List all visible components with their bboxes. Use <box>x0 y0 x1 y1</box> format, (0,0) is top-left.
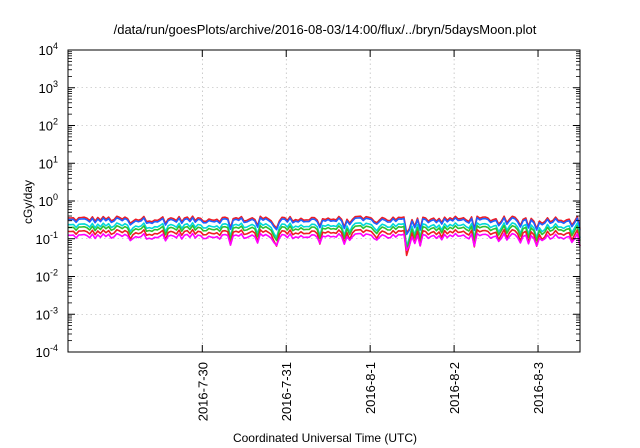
gridlines <box>68 49 580 353</box>
y-tick-label: 10-1 <box>36 230 58 247</box>
y-axis-label: cGy/day <box>21 180 35 224</box>
y-tick-exponent: -3 <box>50 305 58 315</box>
y-tick-exponent: 1 <box>53 154 58 164</box>
y-tick-base: 10 <box>39 194 53 209</box>
y-tick-label: 104 <box>39 41 58 58</box>
y-tick-label: 100 <box>39 192 58 209</box>
series-line <box>67 224 581 251</box>
y-tick-label: 10-4 <box>36 343 58 360</box>
y-tick-label: 103 <box>39 79 58 96</box>
chart-title: /data/run/goesPlots/archive/2016-08-03/1… <box>114 22 537 37</box>
y-tick-exponent: -2 <box>50 268 58 278</box>
x-tick-label: 2016-7-31 <box>279 362 294 421</box>
y-tick-exponent: 3 <box>53 79 58 89</box>
y-tick-exponent: 4 <box>53 41 58 51</box>
y-tick-exponent: 0 <box>53 192 58 202</box>
x-tick-label: 2016-8-3 <box>531 362 546 414</box>
y-tick-base: 10 <box>39 119 53 134</box>
y-tick-exponent: -4 <box>50 343 58 353</box>
series-line <box>67 217 581 236</box>
y-tick-base: 10 <box>39 43 53 58</box>
y-tick-base: 10 <box>36 232 50 247</box>
y-tick-label: 101 <box>39 154 58 171</box>
x-tick-label: 2016-7-30 <box>195 362 210 421</box>
y-tick-base: 10 <box>36 270 50 285</box>
data-series <box>67 215 581 257</box>
y-tick-base: 10 <box>36 307 50 322</box>
series-line <box>67 228 581 257</box>
y-tick-base: 10 <box>39 81 53 96</box>
x-tick-label: 2016-8-2 <box>447 362 462 414</box>
y-tick-label: 102 <box>39 117 58 134</box>
y-tick-label: 10-2 <box>36 268 58 285</box>
y-tick-label: 10-3 <box>36 305 58 322</box>
y-tick-exponent: 2 <box>53 117 58 127</box>
y-tick-base: 10 <box>36 345 50 360</box>
series-line <box>67 232 581 251</box>
x-tick-label: 2016-8-1 <box>363 362 378 414</box>
y-tick-exponent: -1 <box>50 230 58 240</box>
y-tick-base: 10 <box>39 156 53 171</box>
x-axis-label: Coordinated Universal Time (UTC) <box>233 431 417 445</box>
series-line <box>67 222 581 248</box>
x-axis: 2016-7-30 2016-7-31 2016-8-1 2016-8-2 2016-8… <box>195 50 546 421</box>
series-line <box>67 215 581 234</box>
